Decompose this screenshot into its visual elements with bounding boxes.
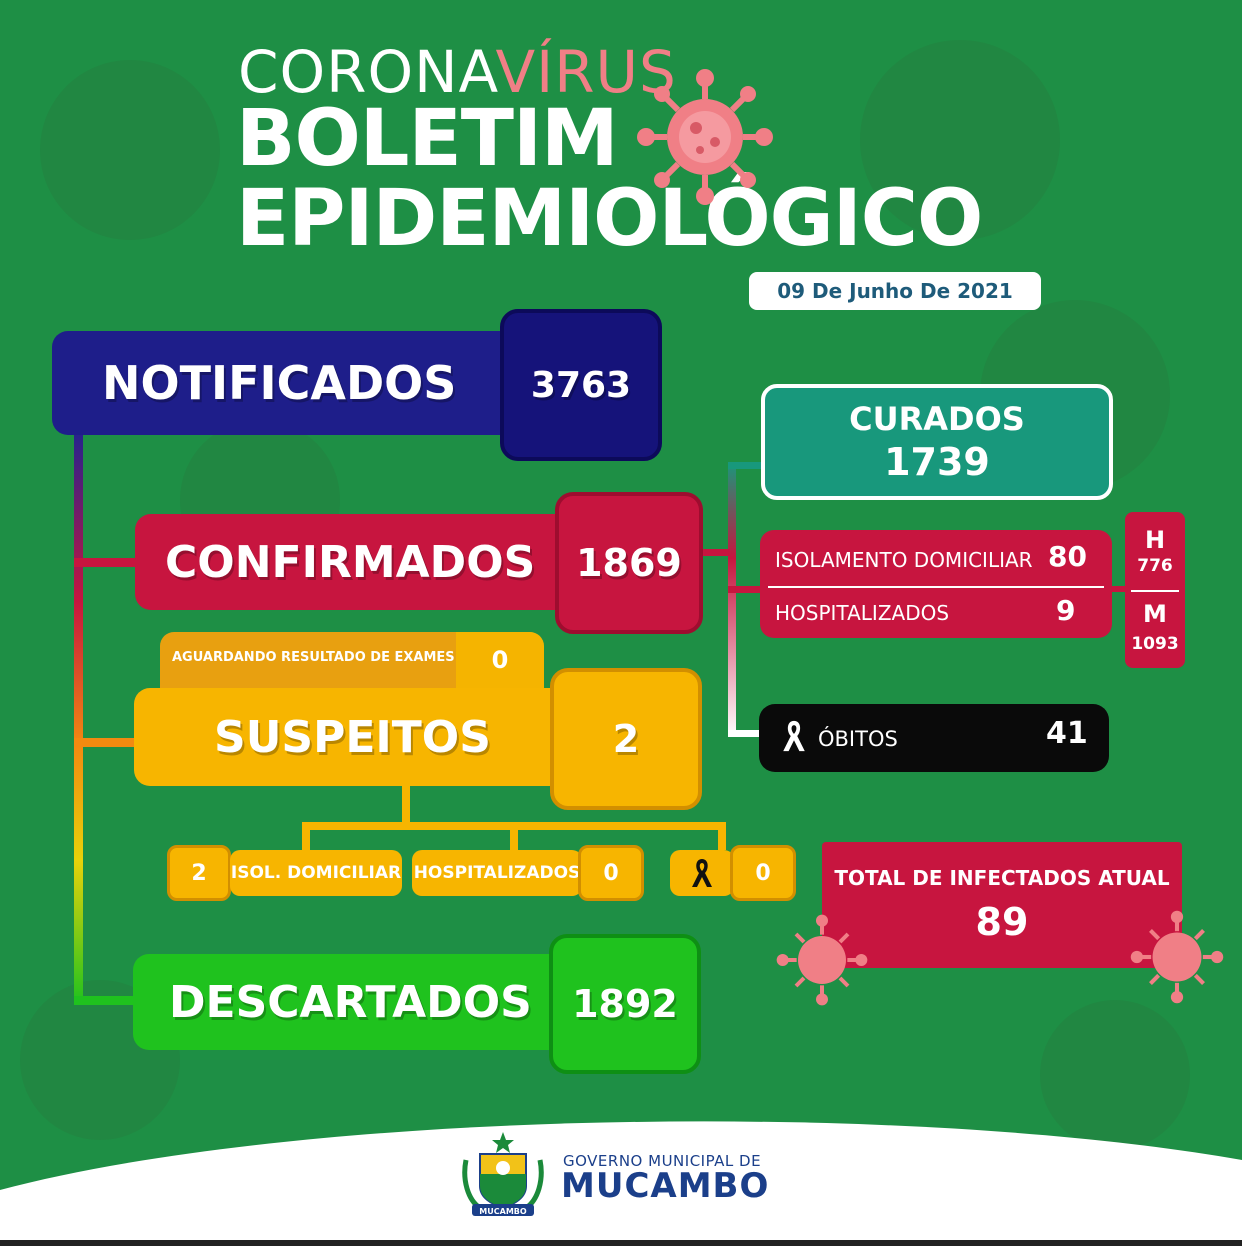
background-virus-blob <box>40 60 220 240</box>
seal-text: MUCAMBO <box>479 1207 527 1216</box>
isolamento-value: 80 <box>1048 540 1087 573</box>
total-infectados-label: TOTAL DE INFECTADOS ATUAL <box>834 866 1170 890</box>
descartados-label: DESCARTADOS <box>133 954 573 1050</box>
curados-value: 1739 <box>884 440 990 484</box>
notificados-label: NOTIFICADOS <box>52 331 532 435</box>
virus-icon <box>637 69 773 205</box>
total-infectados-box: TOTAL DE INFECTADOS ATUAL 89 <box>822 842 1182 968</box>
title-epidemiologico: EPIDEMIOLÓGICO <box>236 174 983 264</box>
coat-of-arms-logo: MUCAMBO <box>462 1132 544 1216</box>
title-virus: VÍRUS <box>495 38 677 106</box>
suspeitos-hosp-label: HOSPITALIZADOS <box>412 850 582 896</box>
divider <box>1131 590 1179 592</box>
background-virus-blob <box>860 40 1060 240</box>
isolamento-label: ISOLAMENTO DOMICILIAR <box>775 548 1033 572</box>
obitos-value: 41 <box>1046 716 1088 751</box>
suspeitos-value: 2 <box>550 668 702 810</box>
hospitalizados-label: HOSPITALIZADOS <box>775 601 950 625</box>
suspeitos-hosp-value: 0 <box>578 845 644 901</box>
footer-gov-label: GOVERNO MUNICIPAL DE <box>563 1152 762 1170</box>
suspeitos-label: SUSPEITOS <box>134 688 574 786</box>
suspeitos-isol-value: 2 <box>167 845 231 901</box>
mulheres-value: 1093 <box>1131 634 1179 654</box>
footer-wave <box>0 1121 1242 1246</box>
isolamento-box <box>760 530 1112 638</box>
hospitalizados-value: 9 <box>1056 594 1076 627</box>
virus-icon <box>1130 910 1224 1004</box>
ribbon-icon <box>670 850 734 896</box>
total-infectados-value: 89 <box>975 900 1029 944</box>
virus-icon <box>776 914 868 1006</box>
background-virus-blob <box>1040 1000 1190 1150</box>
mulheres-label: M <box>1143 600 1167 628</box>
title-corona: CORONA <box>238 38 496 106</box>
suspeitos-obitos-value: 0 <box>730 845 796 901</box>
curados-box: CURADOS 1739 <box>761 384 1113 500</box>
descartados-value: 1892 <box>549 934 701 1074</box>
homens-label: H <box>1144 526 1166 554</box>
obitos-label: ÓBITOS <box>818 727 898 751</box>
confirmados-label: CONFIRMADOS <box>135 514 575 610</box>
homens-value: 776 <box>1137 556 1173 576</box>
obitos-box <box>759 704 1109 772</box>
notificados-value: 3763 <box>500 309 662 461</box>
title-coronavirus: CORONAVÍRUS <box>238 38 677 106</box>
footer-city: MUCAMBO <box>561 1166 770 1206</box>
divider <box>768 586 1104 588</box>
aguardando-value: 0 <box>456 632 544 688</box>
suspeitos-isol-label: ISOL. DOMICILIAR <box>230 850 402 896</box>
confirmados-value: 1869 <box>555 492 703 634</box>
aguardando-label: AGUARDANDO RESULTADO DE EXAMES <box>172 650 455 665</box>
title-boletim: BOLETIM <box>236 94 619 184</box>
date-badge: 09 De Junho De 2021 <box>749 272 1041 310</box>
curados-label: CURADOS <box>849 400 1025 438</box>
ribbon-icon <box>783 720 805 752</box>
